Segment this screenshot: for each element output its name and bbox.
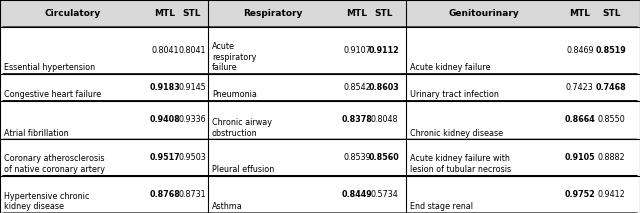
Text: 0.8041: 0.8041 bbox=[179, 46, 205, 55]
Text: 0.8041: 0.8041 bbox=[152, 46, 179, 55]
Text: 0.8560: 0.8560 bbox=[369, 153, 399, 162]
Text: 0.7423: 0.7423 bbox=[566, 83, 594, 92]
Text: Pleural effusion: Pleural effusion bbox=[212, 165, 274, 174]
Text: 0.8603: 0.8603 bbox=[369, 83, 399, 92]
Text: 0.8519: 0.8519 bbox=[596, 46, 627, 55]
Text: Urinary tract infection: Urinary tract infection bbox=[410, 90, 499, 99]
Text: 0.8550: 0.8550 bbox=[597, 115, 625, 124]
Text: Acute
respiratory
failure: Acute respiratory failure bbox=[212, 42, 256, 72]
Text: STL: STL bbox=[375, 9, 393, 18]
Text: 0.9412: 0.9412 bbox=[597, 190, 625, 199]
Text: Genitourinary: Genitourinary bbox=[448, 9, 519, 18]
Text: Acute kidney failure with
lesion of tubular necrosis: Acute kidney failure with lesion of tubu… bbox=[410, 154, 511, 174]
Text: Acute kidney failure: Acute kidney failure bbox=[410, 63, 491, 72]
Text: End stage renal: End stage renal bbox=[410, 202, 473, 211]
Text: Asthma: Asthma bbox=[212, 202, 243, 211]
Text: 0.8542: 0.8542 bbox=[343, 83, 371, 92]
Text: 0.5734: 0.5734 bbox=[370, 190, 398, 199]
Text: 0.9408: 0.9408 bbox=[150, 115, 180, 124]
Text: 0.9517: 0.9517 bbox=[150, 153, 180, 162]
Text: Chronic kidney disease: Chronic kidney disease bbox=[410, 129, 504, 138]
Text: Atrial fibrillation: Atrial fibrillation bbox=[4, 129, 68, 138]
Bar bbox=[0, 0, 640, 27]
Text: 0.9752: 0.9752 bbox=[564, 190, 595, 199]
Text: Essential hypertension: Essential hypertension bbox=[4, 63, 95, 72]
Text: 0.8378: 0.8378 bbox=[342, 115, 372, 124]
Text: 0.9107: 0.9107 bbox=[343, 46, 371, 55]
Text: Respiratory: Respiratory bbox=[243, 9, 303, 18]
Text: 0.9183: 0.9183 bbox=[150, 83, 180, 92]
Text: 0.8469: 0.8469 bbox=[566, 46, 594, 55]
Text: 0.8664: 0.8664 bbox=[564, 115, 595, 124]
Text: 0.8048: 0.8048 bbox=[371, 115, 397, 124]
Text: Congestive heart failure: Congestive heart failure bbox=[4, 90, 101, 99]
Text: STL: STL bbox=[602, 9, 620, 18]
Text: 0.8768: 0.8768 bbox=[150, 190, 180, 199]
Text: 0.8539: 0.8539 bbox=[343, 153, 371, 162]
Text: 0.9145: 0.9145 bbox=[178, 83, 206, 92]
Text: Pneumonia: Pneumonia bbox=[212, 90, 257, 99]
Text: MTL: MTL bbox=[155, 9, 175, 18]
Text: 0.8882: 0.8882 bbox=[597, 153, 625, 162]
Text: 0.9112: 0.9112 bbox=[369, 46, 399, 55]
Text: STL: STL bbox=[183, 9, 201, 18]
Text: 0.8731: 0.8731 bbox=[178, 190, 206, 199]
Text: MTL: MTL bbox=[347, 9, 367, 18]
Text: 0.9105: 0.9105 bbox=[564, 153, 595, 162]
Text: Circulatory: Circulatory bbox=[45, 9, 101, 18]
Text: 0.7468: 0.7468 bbox=[596, 83, 627, 92]
Text: 0.9336: 0.9336 bbox=[178, 115, 206, 124]
Text: 0.9503: 0.9503 bbox=[178, 153, 206, 162]
Text: 0.8449: 0.8449 bbox=[342, 190, 372, 199]
Text: Hypertensive chronic
kidney disease: Hypertensive chronic kidney disease bbox=[4, 192, 89, 211]
Text: Chronic airway
obstruction: Chronic airway obstruction bbox=[212, 118, 272, 138]
Text: MTL: MTL bbox=[570, 9, 590, 18]
Text: Coronary atherosclerosis
of native coronary artery: Coronary atherosclerosis of native coron… bbox=[4, 154, 105, 174]
